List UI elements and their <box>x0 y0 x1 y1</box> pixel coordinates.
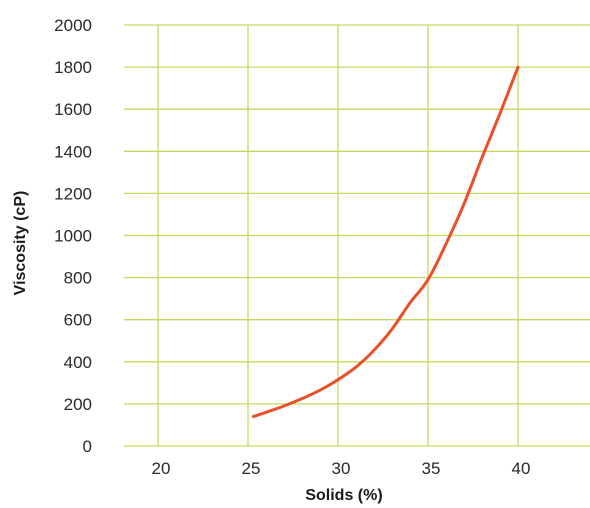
y-tick-label: 400 <box>64 353 92 372</box>
grid <box>124 24 590 447</box>
x-tick-label: 40 <box>512 459 531 478</box>
y-tick-label: 1400 <box>54 142 92 161</box>
x-tick-label: 35 <box>422 459 441 478</box>
series-line <box>251 65 520 419</box>
x-tick-label: 25 <box>242 459 261 478</box>
x-axis-ticks: 20 25 30 35 40 <box>152 459 531 478</box>
x-axis-label: Solids (%) <box>305 487 382 504</box>
x-tick-label: 20 <box>152 459 171 478</box>
y-tick-label: 1600 <box>54 100 92 119</box>
y-tick-label: 200 <box>64 395 92 414</box>
y-tick-label: 2000 <box>54 16 92 35</box>
series <box>251 65 520 419</box>
x-tick-label: 30 <box>332 459 351 478</box>
y-axis-label: Viscosity (cP) <box>12 191 29 296</box>
y-tick-label: 800 <box>64 269 92 288</box>
y-tick-label: 1000 <box>54 227 92 246</box>
y-tick-label: 600 <box>64 311 92 330</box>
y-axis-ticks: 0 200 400 600 800 1000 1200 1400 1600 1800 2000 <box>54 16 92 456</box>
y-tick-label: 1800 <box>54 58 92 77</box>
y-tick-label: 1200 <box>54 184 92 203</box>
y-tick-label: 0 <box>83 437 92 456</box>
